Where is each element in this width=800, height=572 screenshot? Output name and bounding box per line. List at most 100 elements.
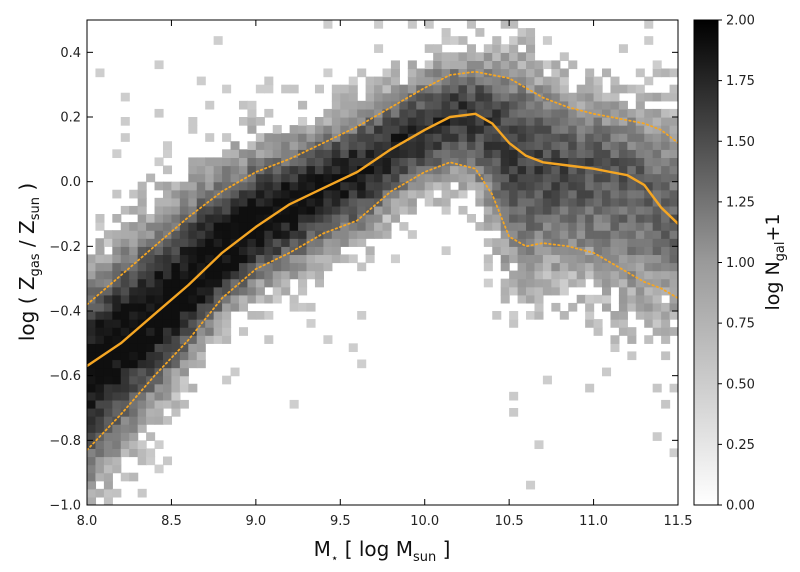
heatmap-cell — [534, 76, 544, 86]
heatmap-cell — [222, 375, 232, 385]
heatmap-cell — [238, 205, 249, 215]
heatmap-cell — [618, 108, 628, 118]
heatmap-cell — [492, 133, 502, 142]
heatmap-cell — [542, 149, 552, 159]
heatmap-cell — [441, 197, 451, 207]
heatmap-cell — [213, 246, 223, 256]
heatmap-cell — [120, 424, 130, 433]
heatmap-cell — [526, 100, 536, 110]
heatmap-cell — [517, 294, 527, 304]
heatmap-cell — [559, 286, 569, 296]
heatmap-cell — [103, 408, 113, 417]
heatmap-cell — [188, 214, 198, 223]
heatmap-cell — [602, 141, 612, 150]
heatmap-cell — [154, 108, 164, 118]
heatmap-cell — [509, 92, 519, 102]
heatmap-cell — [129, 440, 139, 450]
heatmap-cell — [272, 173, 282, 183]
heatmap-cell — [357, 68, 367, 78]
heatmap-cell — [500, 197, 510, 207]
heatmap-cell — [162, 254, 173, 264]
heatmap-cell — [87, 432, 97, 441]
heatmap-cell — [120, 327, 130, 336]
heatmap-cell — [374, 214, 384, 223]
heatmap-cell — [298, 141, 308, 150]
heatmap-cell — [264, 254, 274, 264]
heatmap-cell — [644, 214, 654, 223]
heatmap-cell — [188, 286, 198, 296]
heatmap-cell — [618, 294, 628, 304]
heatmap-cell — [475, 173, 485, 183]
heatmap-cell — [247, 181, 257, 191]
heatmap-cell — [483, 125, 493, 134]
heatmap-cell — [213, 286, 223, 296]
heatmap-cell — [568, 205, 578, 215]
heatmap-cell — [534, 92, 544, 102]
y-axis-title-sub1: gas — [28, 253, 43, 276]
heatmap-cell — [129, 399, 139, 409]
heatmap-cell — [585, 246, 595, 256]
heatmap-cell — [644, 197, 654, 207]
heatmap-cell — [365, 173, 375, 183]
heatmap-cell — [610, 189, 620, 199]
heatmap-cell — [120, 319, 130, 328]
heatmap-cell — [551, 92, 561, 102]
heatmap-cell — [526, 214, 536, 223]
heatmap-cell — [492, 197, 502, 207]
heatmap-cell — [348, 149, 358, 159]
heatmap-cell — [433, 100, 443, 110]
heatmap-cell — [466, 52, 476, 62]
heatmap-cell — [171, 375, 181, 385]
heatmap-cell — [222, 165, 232, 175]
heatmap-cell — [137, 222, 147, 231]
heatmap-cell — [120, 222, 130, 231]
heatmap-cell — [103, 367, 113, 377]
heatmap-cell — [365, 222, 375, 231]
heatmap-cell — [171, 189, 181, 199]
heatmap-cell — [348, 238, 358, 247]
heatmap-cell — [568, 197, 578, 207]
heatmap-cell — [357, 262, 367, 272]
heatmap-cell — [416, 125, 426, 134]
heatmap-cell — [103, 464, 113, 474]
heatmap-cell — [669, 92, 678, 102]
heatmap-cell — [542, 254, 552, 264]
heatmap-cell — [162, 302, 173, 312]
heatmap-cell — [340, 238, 350, 247]
heatmap-cell — [652, 254, 662, 264]
heatmap-cell — [644, 108, 654, 118]
heatmap-cell — [534, 440, 544, 450]
heatmap-cell — [526, 92, 536, 102]
heatmap-cell — [103, 480, 113, 490]
heatmap-cell — [526, 181, 536, 191]
heatmap-cell — [627, 286, 637, 296]
heatmap-cell — [196, 173, 206, 183]
heatmap-cell — [669, 165, 678, 175]
y-tick-label: 0.4 — [60, 46, 81, 61]
x-axis-title-end: ] — [436, 537, 450, 561]
heatmap-cell — [568, 125, 578, 134]
heatmap-cell — [171, 205, 181, 215]
heatmap-cell — [627, 141, 637, 150]
heatmap-cell — [154, 416, 164, 425]
heatmap-cell — [627, 238, 637, 247]
heatmap-cell — [255, 254, 265, 264]
heatmap-cell — [568, 222, 578, 231]
heatmap-cell — [627, 149, 637, 159]
heatmap-cell — [348, 100, 358, 110]
heatmap-cell — [129, 286, 139, 296]
heatmap-cell — [585, 141, 595, 150]
heatmap-cell — [213, 181, 223, 191]
heatmap-cell — [424, 100, 434, 110]
heatmap-cell — [635, 262, 645, 272]
heatmap-cell — [509, 52, 519, 62]
heatmap-cell — [483, 197, 493, 207]
heatmap-cell — [314, 173, 324, 183]
heatmap-cell — [331, 92, 341, 102]
heatmap-cell — [652, 92, 662, 102]
heatmap-cell — [500, 262, 510, 272]
heatmap-cell — [323, 189, 333, 199]
heatmap-cell — [298, 125, 308, 134]
heatmap-cell — [618, 141, 628, 150]
heatmap-cell — [171, 222, 181, 231]
